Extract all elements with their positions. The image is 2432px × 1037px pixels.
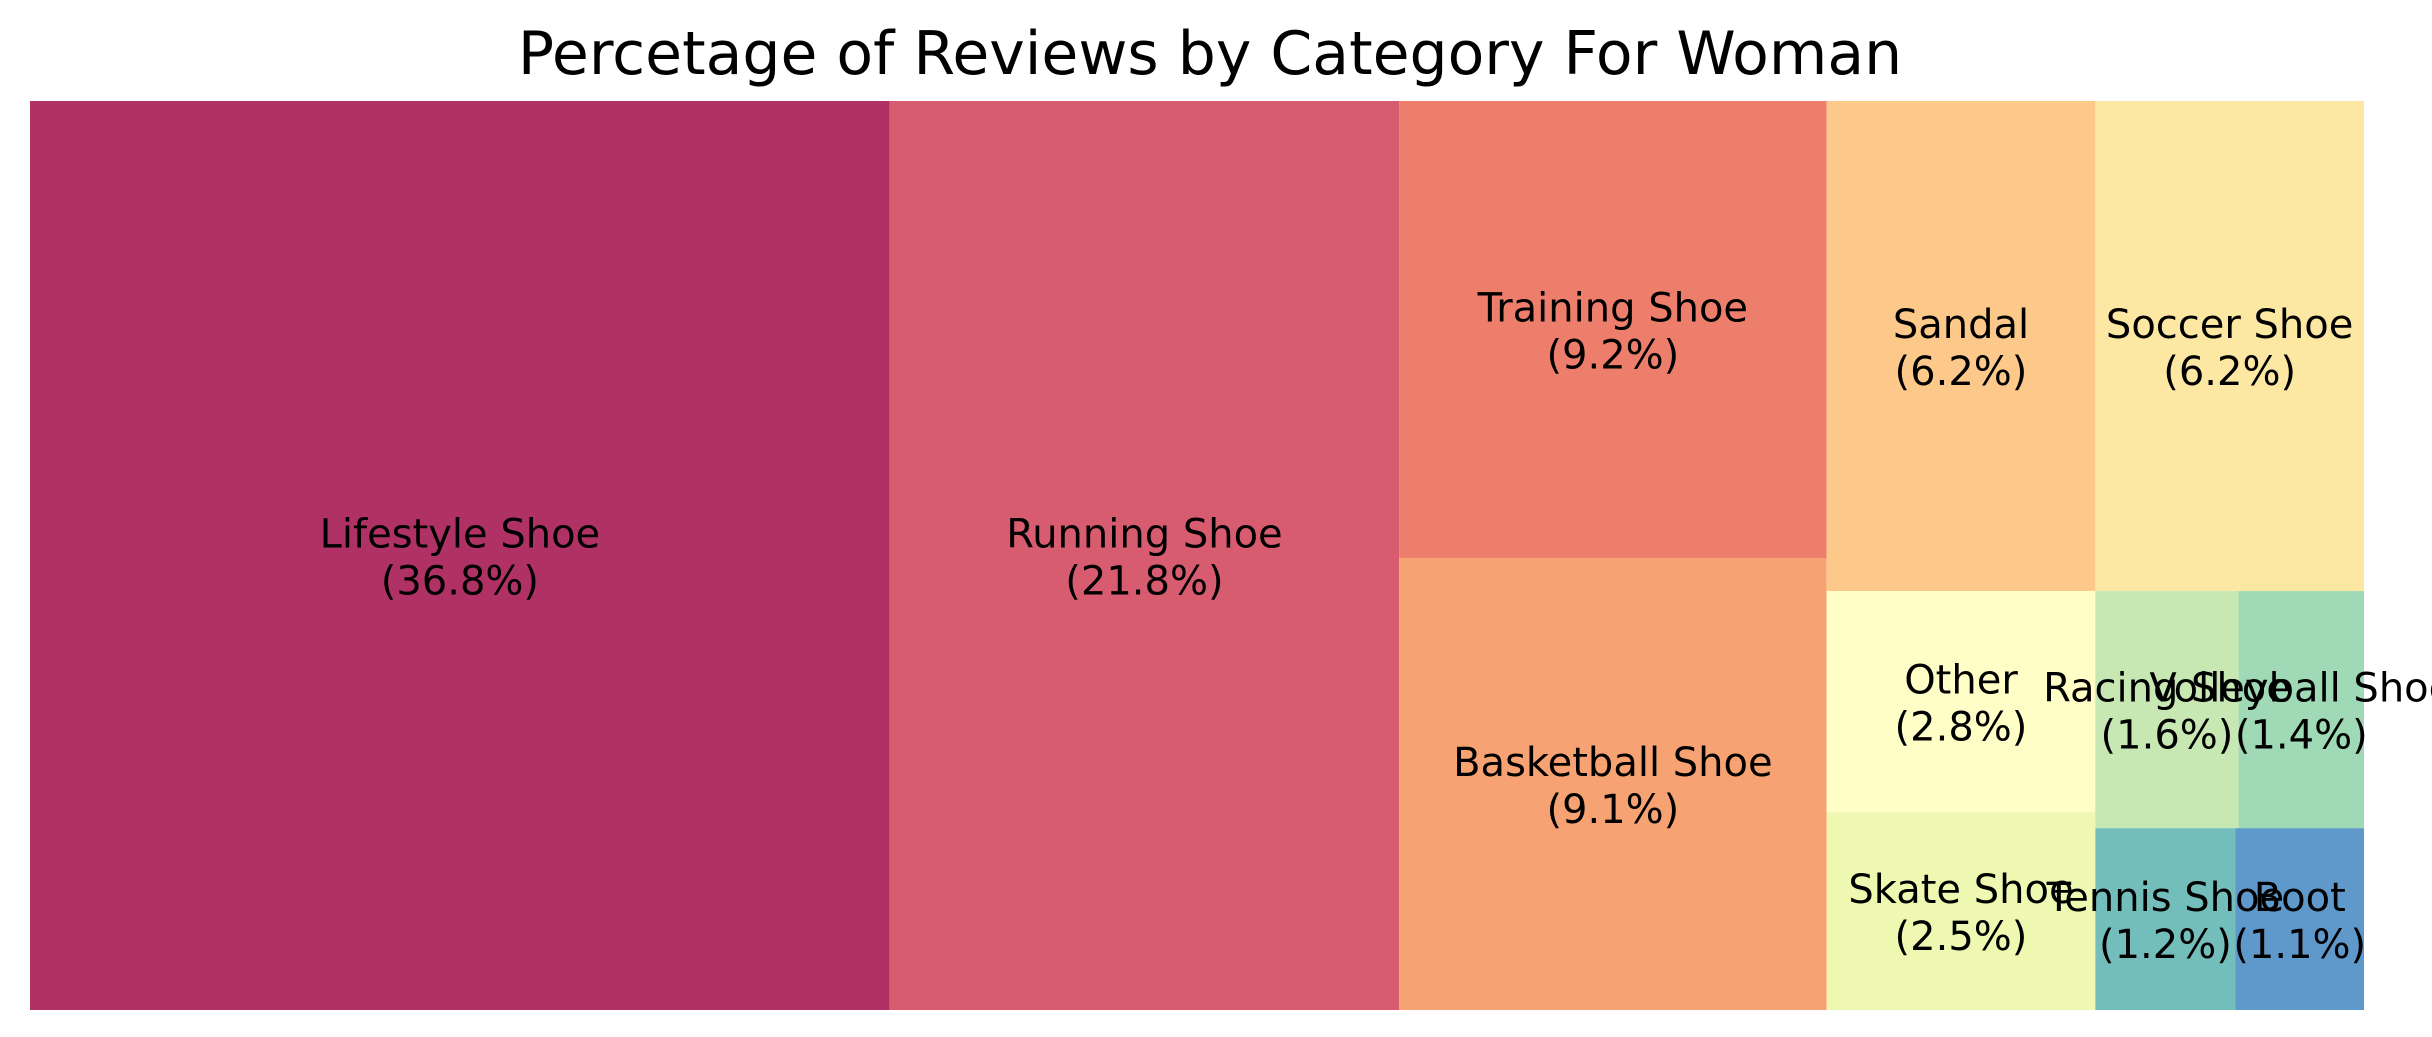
tile-label-volleyball-shoe: Volleyball Shoe (1.4%)	[2149, 666, 2432, 759]
tile-label-racing-shoe: Racing Shoe (1.6%)	[2043, 666, 2291, 759]
tile-percent-skate-shoe: (2.5%)	[1895, 914, 2028, 960]
tile-label-soccer-shoe: Soccer Shoe (6.2%)	[2106, 302, 2353, 395]
tile-training-shoe	[1399, 101, 1827, 558]
tile-percent-training-shoe: (9.2%)	[1546, 332, 1679, 378]
tile-label-other: Other (2.8%)	[1895, 658, 2028, 751]
tile-name-training-shoe: Training Shoe	[1477, 285, 1748, 331]
tile-name-other: Other	[1904, 658, 2018, 704]
tile-label-lifestyle-shoe: Lifestyle Shoe (36.8%)	[320, 512, 601, 605]
tile-percent-lifestyle-shoe: (36.8%)	[381, 559, 539, 605]
tile-percent-volleyball-shoe: (1.4%)	[2235, 713, 2368, 759]
tile-tennis-shoe	[2095, 828, 2236, 1010]
tile-racing-shoe	[2095, 591, 2239, 829]
tile-name-skate-shoe: Skate Shoe	[1848, 867, 2073, 913]
tile-name-tennis-shoe: Tennis Shoe	[2046, 875, 2284, 921]
tile-label-skate-shoe: Skate Shoe (2.5%)	[1848, 867, 2073, 960]
treemap-tiles	[30, 101, 2364, 1010]
tile-percent-other: (2.8%)	[1895, 705, 2028, 751]
treemap-labels: Lifestyle Shoe (36.8%) Running Shoe (21.8%)…	[320, 285, 2432, 968]
tile-label-sandal: Sandal (6.2%)	[1893, 302, 2029, 395]
tile-name-sandal: Sandal	[1893, 302, 2029, 348]
tile-percent-tennis-shoe: (1.2%)	[2099, 922, 2232, 968]
tile-name-running-shoe: Running Shoe	[1006, 512, 1282, 558]
tile-name-soccer-shoe: Soccer Shoe	[2106, 302, 2353, 348]
tile-sandal	[1826, 101, 2096, 592]
tile-label-basketball-shoe: Basketball Shoe (9.1%)	[1453, 740, 1773, 833]
tile-boot	[2235, 828, 2364, 1010]
tile-percent-soccer-shoe: (6.2%)	[2163, 349, 2296, 395]
tile-volleyball-shoe	[2238, 591, 2364, 829]
tile-name-racing-shoe: Racing Shoe	[2043, 666, 2291, 712]
tile-label-tennis-shoe: Tennis Shoe (1.2%)	[2046, 875, 2284, 968]
tile-label-running-shoe: Running Shoe (21.8%)	[1006, 512, 1282, 605]
tile-basketball-shoe	[1399, 557, 1827, 1010]
tile-name-volleyball-shoe: Volleyball Shoe	[2149, 666, 2432, 712]
chart-title: Percetage of Reviews by Category For Wom…	[518, 19, 1902, 89]
tile-running-shoe	[889, 101, 1400, 1010]
tile-other	[1826, 591, 2096, 813]
tile-name-lifestyle-shoe: Lifestyle Shoe	[320, 512, 601, 558]
tile-percent-racing-shoe: (1.6%)	[2101, 713, 2234, 759]
tile-label-training-shoe: Training Shoe (9.2%)	[1477, 285, 1748, 378]
tile-label-boot: Boot (1.1%)	[2233, 875, 2366, 968]
tile-soccer-shoe	[2095, 101, 2364, 592]
tile-lifestyle-shoe	[30, 101, 890, 1010]
tile-percent-running-shoe: (21.8%)	[1065, 559, 1223, 605]
tile-percent-sandal: (6.2%)	[1895, 349, 2028, 395]
tile-percent-basketball-shoe: (9.1%)	[1546, 787, 1679, 833]
tile-percent-boot: (1.1%)	[2233, 922, 2366, 968]
tile-skate-shoe	[1826, 812, 2096, 1010]
tile-name-basketball-shoe: Basketball Shoe	[1453, 740, 1773, 786]
tile-name-boot: Boot	[2254, 875, 2346, 921]
